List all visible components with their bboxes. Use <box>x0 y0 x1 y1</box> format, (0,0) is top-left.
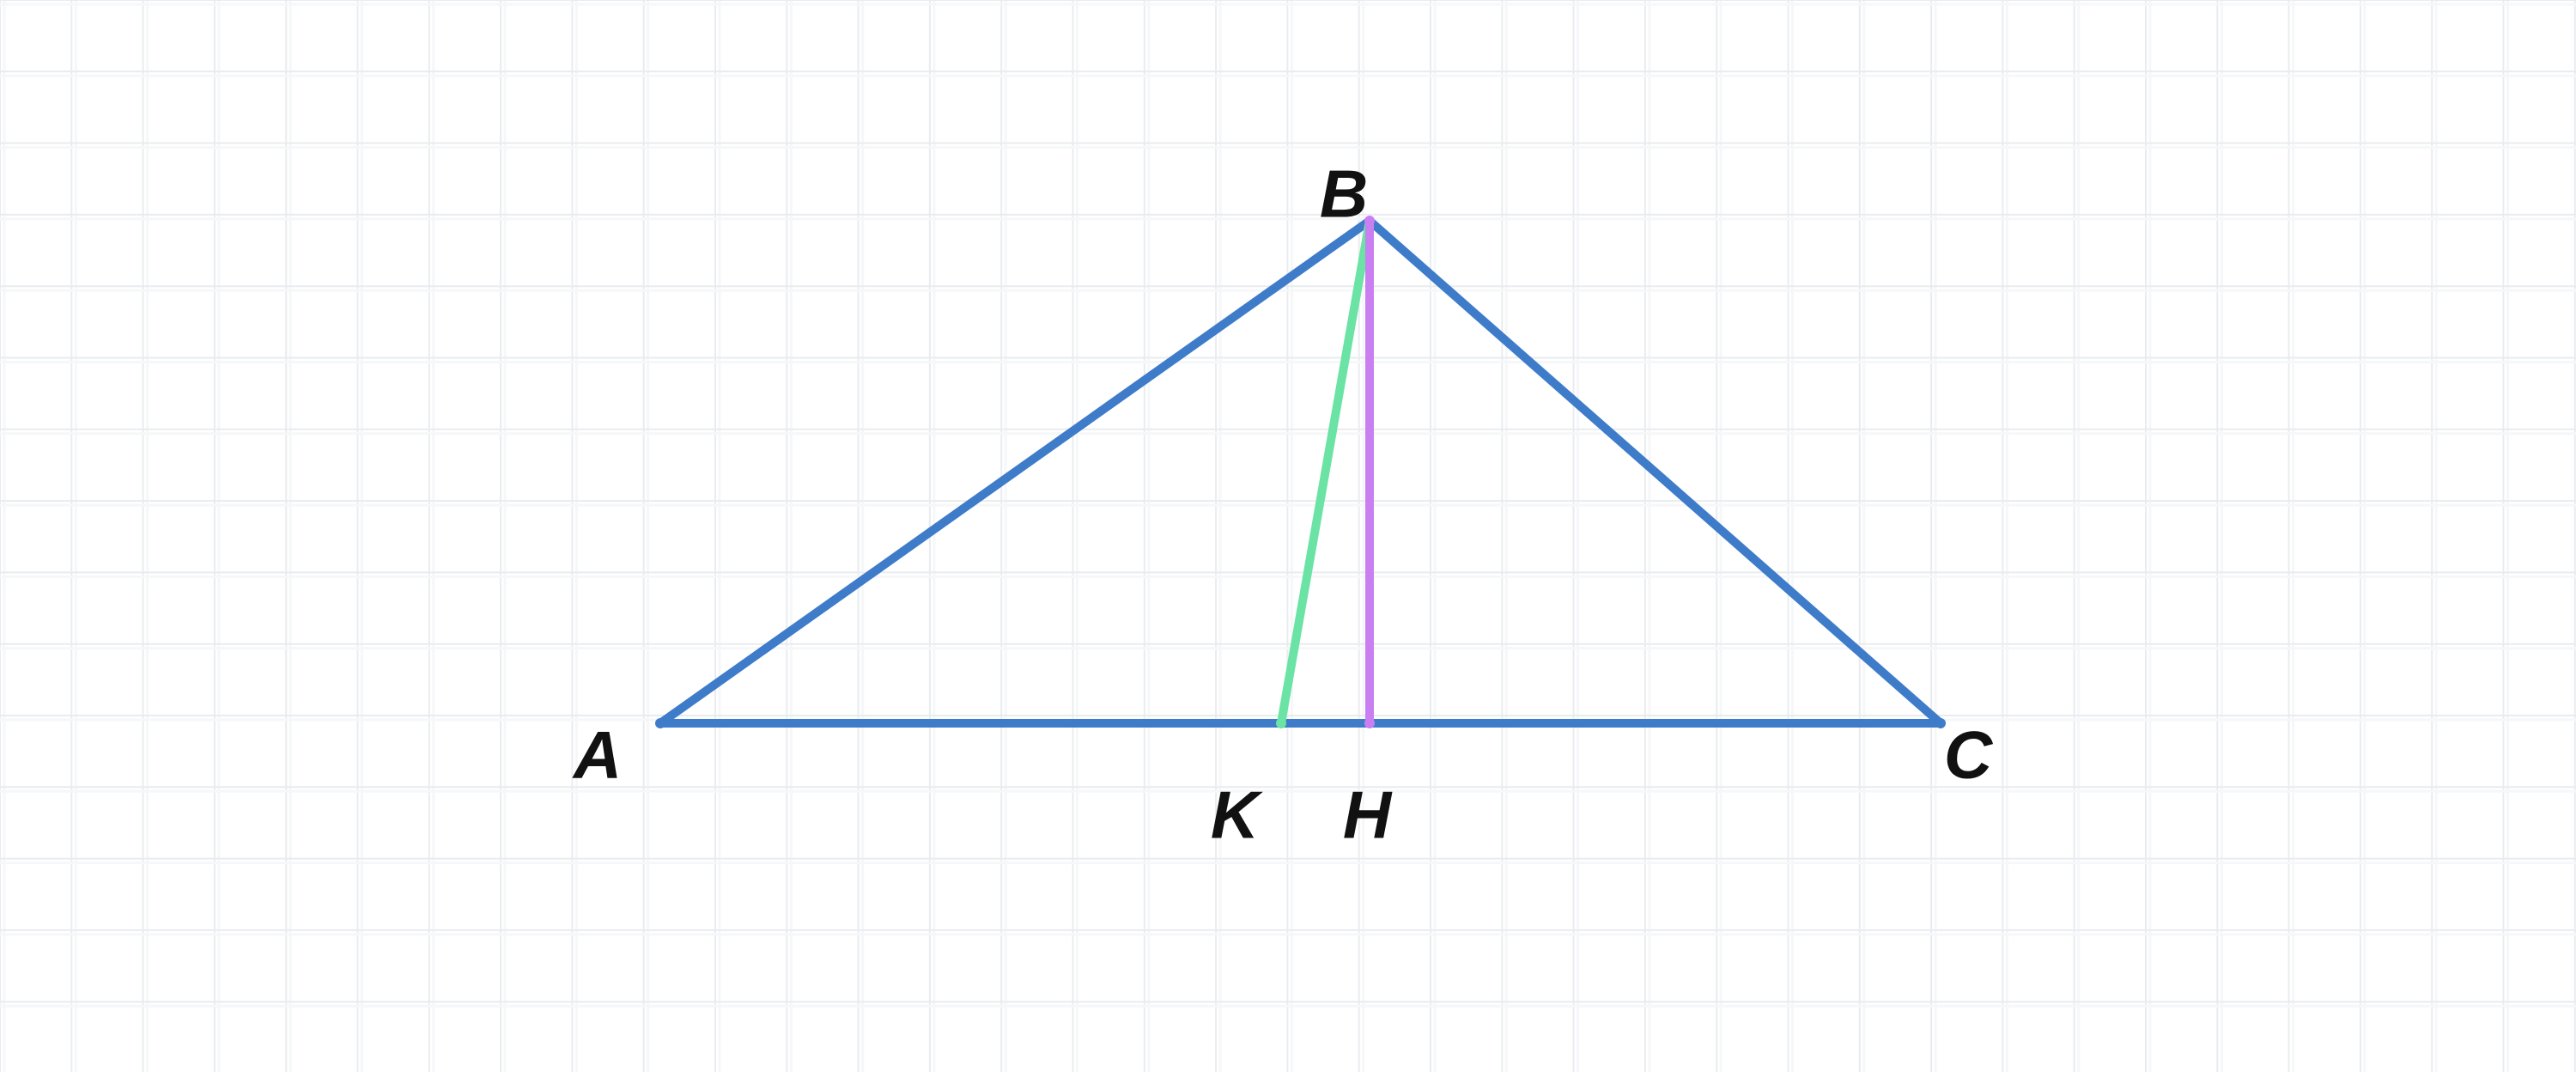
geometry-diagram: A B C K H <box>0 0 2576 1072</box>
vertex-a <box>655 718 665 728</box>
label-c: C <box>1944 717 1994 793</box>
label-k: K <box>1211 777 1264 853</box>
vertex-k <box>1276 718 1286 728</box>
label-a: A <box>572 717 622 793</box>
label-b: B <box>1320 156 1368 232</box>
vertex-h <box>1364 718 1375 728</box>
label-h: H <box>1343 777 1393 853</box>
